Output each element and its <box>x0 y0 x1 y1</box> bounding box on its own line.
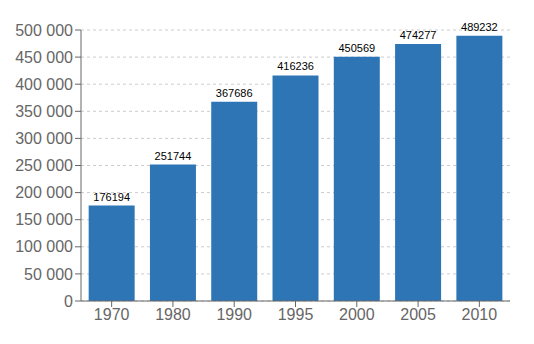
svg-text:2005: 2005 <box>400 306 436 323</box>
svg-text:367686: 367686 <box>216 87 253 99</box>
svg-text:300 000: 300 000 <box>15 130 73 147</box>
svg-text:450 000: 450 000 <box>15 49 73 66</box>
svg-text:100 000: 100 000 <box>15 238 73 255</box>
svg-text:250 000: 250 000 <box>15 157 73 174</box>
svg-text:474277: 474277 <box>400 29 437 41</box>
svg-text:50 000: 50 000 <box>24 266 73 283</box>
svg-text:400 000: 400 000 <box>15 76 73 93</box>
svg-text:150 000: 150 000 <box>15 211 73 228</box>
svg-text:176194: 176194 <box>93 191 130 203</box>
svg-text:350 000: 350 000 <box>15 103 73 120</box>
svg-text:450569: 450569 <box>338 42 375 54</box>
svg-text:2000: 2000 <box>339 306 375 323</box>
svg-text:1995: 1995 <box>278 306 314 323</box>
svg-text:2010: 2010 <box>462 306 498 323</box>
svg-text:1980: 1980 <box>155 306 191 323</box>
svg-text:416236: 416236 <box>277 60 314 72</box>
svg-text:251744: 251744 <box>155 150 192 162</box>
svg-text:489232: 489232 <box>461 21 498 33</box>
svg-text:500 000: 500 000 <box>15 22 73 39</box>
svg-text:1990: 1990 <box>216 306 252 323</box>
svg-text:200 000: 200 000 <box>15 184 73 201</box>
svg-text:1970: 1970 <box>94 306 130 323</box>
svg-text:0: 0 <box>64 293 73 310</box>
